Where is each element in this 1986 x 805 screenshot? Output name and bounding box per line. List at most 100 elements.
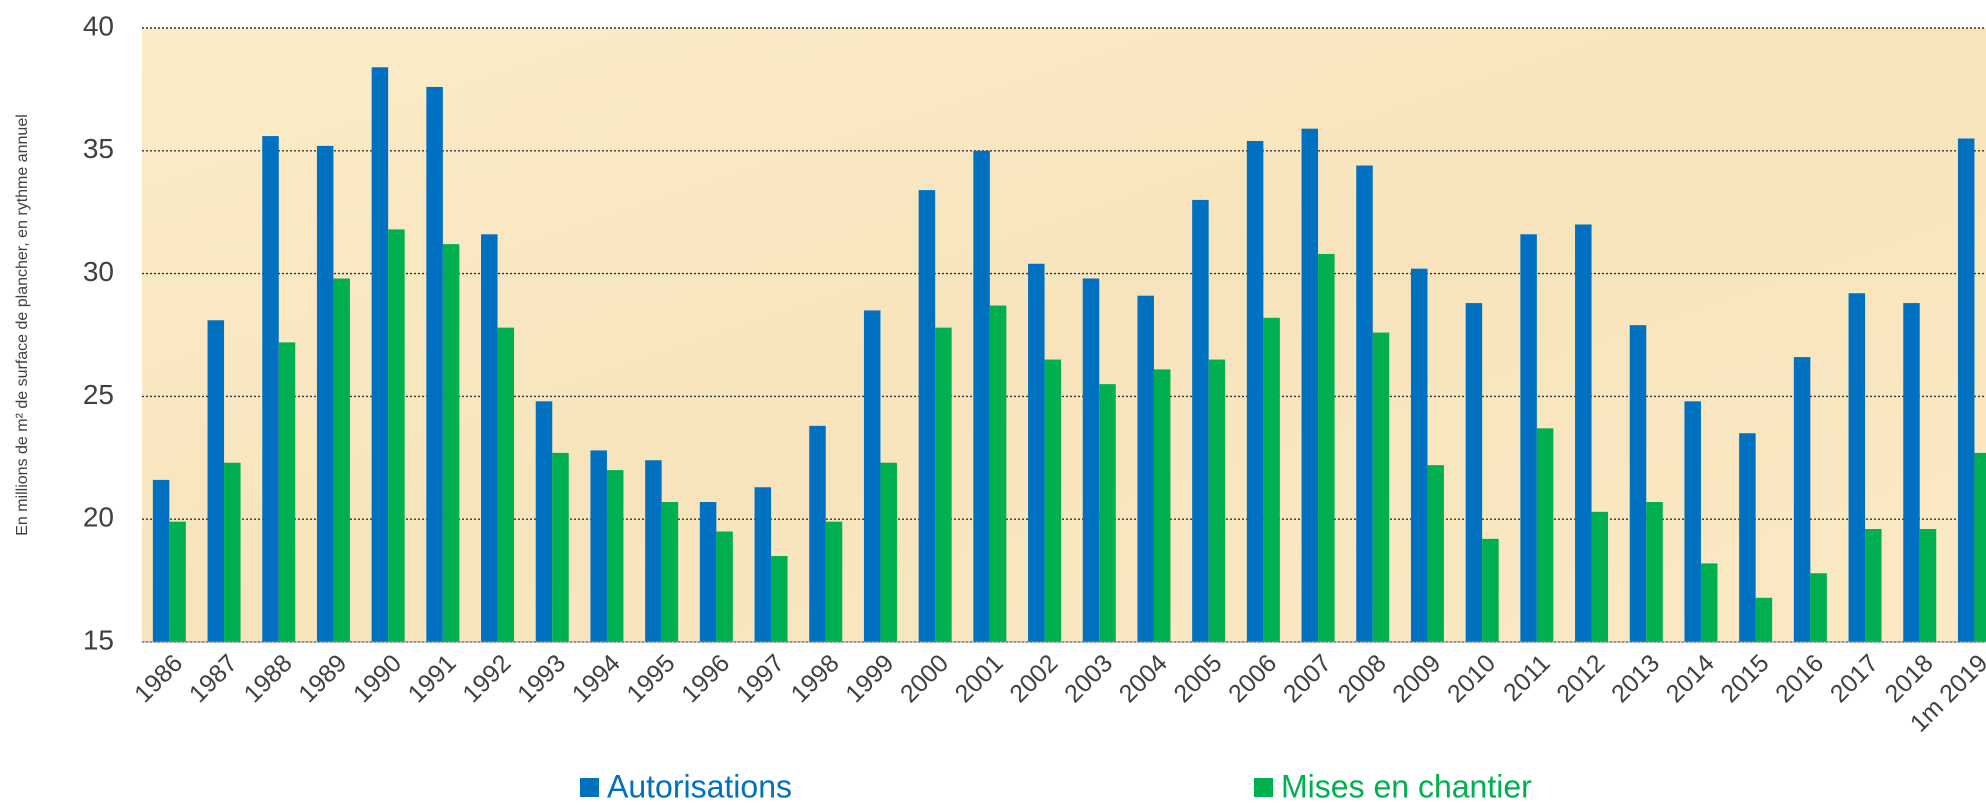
x-tick-label: 2004 (1114, 649, 1173, 708)
x-tick-label: 2017 (1825, 649, 1884, 708)
bar (278, 342, 296, 642)
bar (1465, 303, 1483, 642)
bar (1427, 465, 1444, 642)
bar (590, 450, 607, 642)
x-tick-label: 2008 (1333, 649, 1392, 708)
x-tick-label: 2014 (1661, 649, 1720, 708)
x-tick-label: 1988 (239, 649, 298, 708)
bar (535, 401, 553, 642)
bar (606, 470, 624, 642)
bar (497, 327, 515, 642)
x-tick-label: 1999 (840, 649, 899, 708)
x-tick-label: 1987 (184, 649, 243, 708)
bar (825, 521, 843, 642)
x-tick-label: 2016 (1770, 649, 1829, 708)
bar (699, 502, 717, 642)
bar (1591, 511, 1609, 642)
bar (1372, 332, 1390, 642)
bar (316, 145, 334, 642)
x-tick-label: 2012 (1551, 649, 1610, 708)
bar (388, 229, 405, 642)
bar (1246, 140, 1264, 642)
bar (716, 531, 733, 642)
bar (262, 136, 279, 642)
legend-label: Autorisations (607, 768, 792, 804)
bar (1810, 573, 1827, 642)
bar (1044, 359, 1062, 642)
x-tick-label: 2013 (1606, 649, 1665, 708)
x-tick-label: 1995 (621, 649, 680, 708)
bar (1755, 597, 1773, 642)
x-tick-label: 1997 (731, 649, 790, 708)
bar (333, 278, 350, 642)
bar (880, 462, 897, 642)
x-tick-label: 2006 (1223, 649, 1282, 708)
bar (1684, 401, 1701, 642)
y-tick-label: 30 (83, 256, 114, 287)
bar (1739, 433, 1756, 642)
bar (1028, 263, 1045, 642)
bar (1700, 563, 1718, 642)
bar (918, 190, 936, 642)
bar (1903, 303, 1920, 642)
x-tick-label: 2007 (1278, 649, 1337, 708)
bar (661, 502, 679, 642)
legend-swatch (580, 778, 599, 797)
bar (1192, 199, 1209, 643)
legend-swatch (1254, 778, 1273, 797)
bar (1153, 369, 1171, 642)
x-tick-label: 1989 (293, 649, 352, 708)
bar (1137, 295, 1154, 642)
bar (1919, 529, 1937, 642)
x-tick-label: 1993 (512, 649, 571, 708)
y-tick-label: 40 (83, 10, 114, 41)
bar (935, 327, 952, 642)
bar (426, 86, 443, 643)
bar (1848, 293, 1866, 642)
bar (1410, 268, 1428, 642)
x-tick-label: 2002 (1004, 649, 1063, 708)
x-tick-label: 2011 (1498, 649, 1556, 707)
x-tick-label: 1996 (676, 649, 735, 708)
bar (1356, 165, 1373, 642)
bar (989, 305, 1007, 642)
bar (169, 521, 186, 642)
bar (1629, 325, 1647, 642)
y-tick-label: 15 (83, 624, 114, 655)
bar (1263, 317, 1280, 642)
bar (973, 150, 990, 643)
bar (224, 462, 241, 642)
bar (771, 556, 788, 642)
x-tick-label: 1992 (457, 649, 516, 708)
x-tick-label: 1998 (786, 649, 845, 708)
bar (152, 479, 170, 642)
legend-label: Mises en chantier (1281, 768, 1532, 804)
x-tick-label: 2003 (1059, 649, 1118, 708)
bar (1957, 138, 1975, 642)
y-tick-label: 25 (83, 379, 114, 410)
bar (1974, 452, 1986, 642)
x-tick-label: 2000 (895, 649, 954, 708)
bar (1865, 529, 1882, 642)
x-tick-label: 2001 (950, 649, 1009, 708)
x-tick-label: 2005 (1168, 649, 1227, 708)
bar (1536, 428, 1554, 642)
x-tick-label: 1986 (129, 649, 188, 708)
y-tick-label: 35 (83, 133, 114, 164)
x-tick-label: 1991 (403, 649, 462, 708)
x-tick-label: 1990 (348, 649, 407, 708)
x-tick-label: 2015 (1715, 649, 1774, 708)
bar (645, 460, 662, 642)
bar (809, 425, 826, 642)
bar (754, 487, 772, 642)
bar (1646, 502, 1663, 642)
bar (552, 452, 569, 642)
y-tick-label: 20 (83, 502, 114, 533)
bar (1082, 278, 1100, 642)
bar (1301, 128, 1319, 643)
x-tick-label: 1994 (567, 649, 626, 708)
x-tick-label: 2009 (1387, 649, 1446, 708)
plot-background (142, 28, 1986, 642)
bar (1318, 253, 1335, 642)
